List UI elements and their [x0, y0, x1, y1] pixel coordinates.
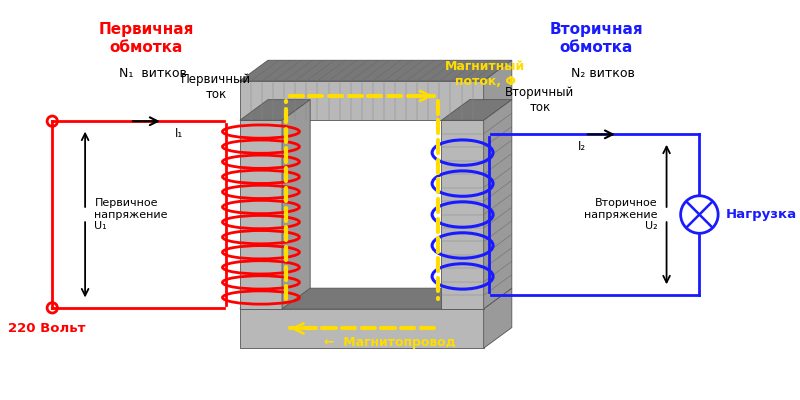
Text: Первичная
обмотка: Первичная обмотка [98, 22, 194, 55]
Text: N₂ витков: N₂ витков [571, 67, 634, 80]
Text: Нагрузка: Нагрузка [726, 208, 797, 221]
Polygon shape [240, 288, 512, 309]
Polygon shape [240, 309, 484, 348]
Polygon shape [240, 100, 310, 120]
Polygon shape [240, 60, 512, 81]
Polygon shape [240, 120, 282, 309]
Text: Вторичная
обмотка: Вторичная обмотка [550, 22, 643, 55]
Circle shape [681, 196, 718, 233]
Text: Первичный
ток: Первичный ток [182, 72, 251, 100]
Polygon shape [484, 60, 512, 120]
Text: 220 Вольт: 220 Вольт [8, 322, 86, 335]
Text: I₂: I₂ [578, 140, 586, 153]
Text: Магнитный
поток, Φ: Магнитный поток, Φ [446, 60, 526, 88]
Text: ←  Магнитопровод: ← Магнитопровод [324, 336, 456, 349]
Text: I₁: I₁ [175, 127, 183, 140]
Polygon shape [442, 120, 484, 309]
Polygon shape [442, 100, 512, 120]
Text: Первичное
напряжение
U₁: Первичное напряжение U₁ [94, 198, 168, 231]
Text: Вторичное
напряжение
U₂: Вторичное напряжение U₂ [584, 198, 657, 231]
Polygon shape [484, 100, 512, 309]
Polygon shape [484, 288, 512, 348]
Text: N₁  витков: N₁ витков [118, 67, 186, 80]
Text: Вторичный
ток: Вторичный ток [506, 86, 574, 114]
Polygon shape [282, 100, 310, 309]
Polygon shape [240, 81, 484, 120]
